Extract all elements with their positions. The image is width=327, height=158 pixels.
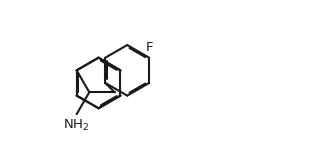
Text: F: F xyxy=(146,41,153,54)
Text: NH$_2$: NH$_2$ xyxy=(63,118,90,133)
